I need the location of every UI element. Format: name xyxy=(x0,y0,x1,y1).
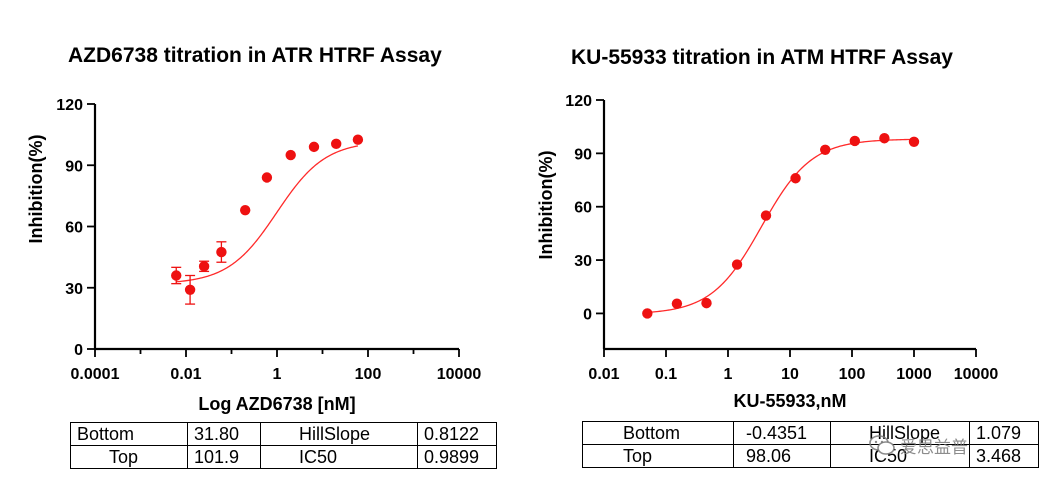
y-axis-label: Inhibition(%) xyxy=(536,151,556,260)
y-tick-label: 120 xyxy=(565,93,592,110)
y-tick-label: 120 xyxy=(56,97,83,114)
x-tick-label: 0.01 xyxy=(170,366,201,383)
data-point xyxy=(671,298,683,309)
param-value: 31.80 xyxy=(187,422,261,446)
y-axis-label: Inhibition(%) xyxy=(26,135,46,244)
data-point xyxy=(820,144,831,155)
data-point xyxy=(198,261,210,272)
data-point xyxy=(171,270,182,281)
x-tick-label: 0.01 xyxy=(588,366,619,383)
table-row: Bottom -0.4351 HillSlope 1.079 xyxy=(582,421,1039,445)
param-value: 0.8122 xyxy=(417,422,497,446)
param-name: Bottom xyxy=(582,421,734,445)
data-point xyxy=(642,308,653,319)
x-tick-label: 10000 xyxy=(437,366,482,383)
y-tick-label: 0 xyxy=(583,306,592,323)
param-value: 101.9 xyxy=(187,445,261,469)
fit-params-table-right: Bottom -0.4351 HillSlope 1.079 Top 98.06… xyxy=(582,421,1039,468)
data-point xyxy=(352,134,364,145)
param-value: 98.06 xyxy=(733,444,831,468)
data-point xyxy=(790,173,801,184)
y-tick-label: 90 xyxy=(574,146,592,163)
x-tick-label: 0.0001 xyxy=(71,366,120,383)
data-point xyxy=(308,141,320,153)
data-point xyxy=(760,210,772,221)
param-name: IC50 xyxy=(260,445,418,469)
fit-params-table-left: Bottom 31.80 HillSlope 0.8122 Top 101.9 … xyxy=(70,422,497,469)
x-axis-label: KU-55933,nM xyxy=(733,391,846,411)
x-tick-label: 1000 xyxy=(896,366,932,383)
watermark-text: 爱思益普 xyxy=(900,437,968,458)
param-value: 1.079 xyxy=(969,421,1039,445)
data-point xyxy=(879,133,890,144)
wechat-icon xyxy=(869,435,895,455)
param-value: 3.468 xyxy=(969,444,1039,468)
y-tick-label: 30 xyxy=(574,253,592,270)
table-row: Top 98.06 IC50 3.468 xyxy=(582,444,1039,468)
param-name: Bottom xyxy=(70,422,188,446)
data-point xyxy=(701,297,712,309)
fit-curve xyxy=(647,138,915,314)
data-point xyxy=(908,136,920,147)
data-point xyxy=(731,259,743,270)
param-value: 0.9899 xyxy=(417,445,497,469)
data-point xyxy=(239,204,251,216)
data-point xyxy=(261,172,273,183)
param-name: Top xyxy=(582,444,734,468)
data-point xyxy=(330,138,342,150)
x-tick-label: 10 xyxy=(781,366,799,383)
table-row: Top 101.9 IC50 0.9899 xyxy=(70,445,497,469)
chart-title-right: KU-55933 titration in ATM HTRF Assay xyxy=(571,46,953,69)
y-tick-label: 90 xyxy=(65,158,83,175)
param-name: IC50 xyxy=(830,444,970,468)
table-row: Bottom 31.80 HillSlope 0.8122 xyxy=(70,422,497,446)
x-tick-label: 0.1 xyxy=(655,366,677,383)
x-tick-label: 10000 xyxy=(954,366,999,383)
chart-title-left: AZD6738 titration in ATR HTRF Assay xyxy=(68,44,442,67)
data-point xyxy=(184,284,196,295)
data-point xyxy=(849,135,861,147)
watermark: 爱思益普 xyxy=(868,432,968,458)
x-tick-label: 1 xyxy=(273,366,282,383)
param-name: Top xyxy=(70,445,188,469)
x-tick-label: 1 xyxy=(724,366,733,383)
fit-curve xyxy=(176,145,359,283)
data-point xyxy=(216,246,227,258)
y-tick-label: 0 xyxy=(74,342,83,359)
y-tick-label: 60 xyxy=(574,200,592,217)
param-value: -0.4351 xyxy=(733,421,831,445)
y-tick-label: 30 xyxy=(65,281,83,298)
x-tick-label: 100 xyxy=(355,366,382,383)
param-name: HillSlope xyxy=(260,422,418,446)
x-axis-label: Log AZD6738 [nM] xyxy=(198,394,355,414)
x-tick-label: 100 xyxy=(839,366,866,383)
data-point xyxy=(285,149,296,161)
y-tick-label: 60 xyxy=(65,220,83,237)
